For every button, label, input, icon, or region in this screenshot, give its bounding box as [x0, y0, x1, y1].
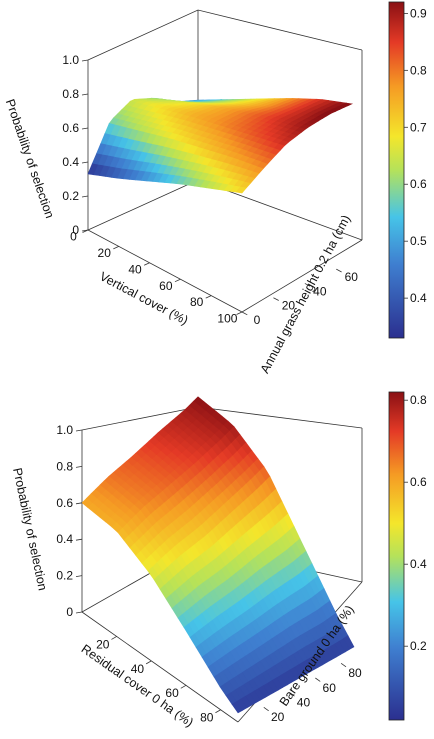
y-tick-label: 0 — [254, 313, 261, 327]
y-tick-mark — [273, 297, 279, 301]
panel-2: 0 0.2 0.4 0.6 0.8 1.0 20 40 60 80 20 40 60 80 Probabi… — [10, 391, 427, 730]
colorbar-tick-label: 0.6 — [410, 475, 427, 489]
x-tick-mark — [145, 660, 152, 665]
z-tick-mark — [75, 502, 83, 505]
z-tick-mark — [81, 127, 89, 130]
colorbar-tick-label: 0.2 — [410, 639, 427, 653]
y-tick-label: 20 — [282, 299, 296, 313]
panel-2-ticks: 0 0.2 0.4 0.6 0.8 1.0 20 40 60 80 20 40 60 80 — [56, 423, 362, 725]
surface-patch — [235, 186, 247, 194]
z-tick-label: 0.2 — [56, 569, 73, 583]
panel-1-x-axis-label: Vertical cover (%) — [97, 269, 190, 327]
z-tick-label: 1.0 — [62, 53, 79, 67]
x-tick-mark — [174, 278, 181, 283]
x-tick-label: 80 — [190, 295, 204, 309]
y-tick-mark — [315, 677, 321, 682]
colorbar-tick-label: 0.9 — [410, 6, 427, 20]
z-tick-mark — [81, 161, 89, 164]
y-tick-label: 60 — [345, 270, 359, 284]
colorbar-tick-label: 0.8 — [410, 393, 427, 407]
panel-1-surface — [87, 97, 354, 194]
y-tick-label: 40 — [297, 695, 311, 709]
panel-2-surface — [81, 396, 355, 714]
x-tick-mark — [180, 684, 187, 689]
x-tick-mark — [113, 246, 119, 250]
panel-2-z-axis-label: Probability of selection — [10, 467, 50, 592]
y-tick-mark — [241, 311, 248, 316]
panel-1-colorbar-gradient — [388, 1, 405, 339]
panel-2-colorbar-ticks: 0.2 0.4 0.6 0.8 — [404, 393, 427, 653]
panel-1-ticks: 0 0.2 0.4 0.6 0.8 1.0 0 20 40 60 80 100 0 20 40 60 — [62, 53, 358, 327]
z-tick-mark — [75, 538, 83, 541]
z-tick-mark — [81, 59, 89, 62]
z-tick-label: 0.4 — [62, 155, 79, 169]
y-tick-mark — [289, 692, 295, 697]
z-tick-mark — [81, 93, 89, 96]
x-tick-label: 60 — [165, 686, 179, 700]
colorbar-tick-label: 0.4 — [410, 291, 427, 305]
z-tick-mark — [75, 429, 83, 432]
y-tick-mark — [336, 268, 342, 273]
y-tick-mark — [340, 663, 347, 668]
panel-1: 0 0.2 0.4 0.6 0.8 1.0 0 20 40 60 80 100 0 20 40 60 Prob… — [3, 1, 427, 376]
x-tick-label: 60 — [159, 279, 173, 293]
x-tick-mark — [236, 311, 243, 315]
x-tick-label: 80 — [200, 711, 214, 725]
panel-2-colorbar: 0.2 0.4 0.6 0.8 — [388, 391, 427, 721]
y-tick-label: 40 — [313, 284, 327, 298]
y-tick-label: 20 — [271, 710, 285, 724]
y-tick-mark — [304, 283, 311, 287]
x-tick-label: 20 — [98, 246, 112, 260]
surface-patch — [231, 701, 243, 714]
z-tick-label: 0.8 — [62, 87, 79, 101]
x-tick-mark — [111, 636, 117, 640]
z-tick-mark — [75, 466, 83, 468]
colorbar-tick-label: 0.8 — [410, 63, 427, 77]
x-tick-mark — [143, 262, 150, 266]
panel-1-z-axis-label: Probability of selection — [3, 97, 57, 220]
colorbar-tick-label: 0.5 — [410, 234, 427, 248]
panel-1-colorbar-ticks: 0.4 0.5 0.6 0.7 0.8 0.9 — [404, 6, 427, 305]
panel-2-colorbar-gradient — [388, 391, 405, 721]
colorbar-tick-label: 0.6 — [410, 177, 427, 191]
z-tick-label: 0 — [66, 605, 73, 619]
x-tick-label: 0 — [70, 230, 77, 244]
z-tick-mark — [75, 611, 83, 614]
z-tick-label: 1.0 — [56, 423, 73, 437]
colorbar-tick-label: 0.7 — [410, 120, 427, 134]
x-tick-label: 40 — [128, 262, 142, 276]
z-tick-mark — [75, 575, 83, 577]
x-tick-label: 100 — [217, 312, 237, 326]
x-tick-mark — [215, 709, 221, 714]
z-tick-mark — [81, 195, 89, 198]
z-tick-label: 0.4 — [56, 532, 73, 546]
z-tick-label: 0.2 — [62, 189, 79, 203]
y-tick-mark — [263, 707, 269, 712]
x-tick-label: 40 — [131, 662, 145, 676]
y-tick-label: 80 — [348, 666, 362, 680]
panel-1-colorbar: 0.4 0.5 0.6 0.7 0.8 0.9 — [388, 1, 427, 339]
x-tick-mark — [205, 295, 212, 299]
colorbar-tick-label: 0.4 — [410, 557, 427, 571]
z-tick-label: 0 — [72, 223, 79, 237]
x-tick-mark — [82, 229, 89, 233]
y-tick-label: 60 — [323, 681, 337, 695]
x-tick-label: 20 — [96, 637, 110, 651]
z-tick-label: 0.6 — [56, 496, 73, 510]
z-tick-label: 0.8 — [56, 459, 73, 473]
z-tick-label: 0.6 — [62, 121, 79, 135]
